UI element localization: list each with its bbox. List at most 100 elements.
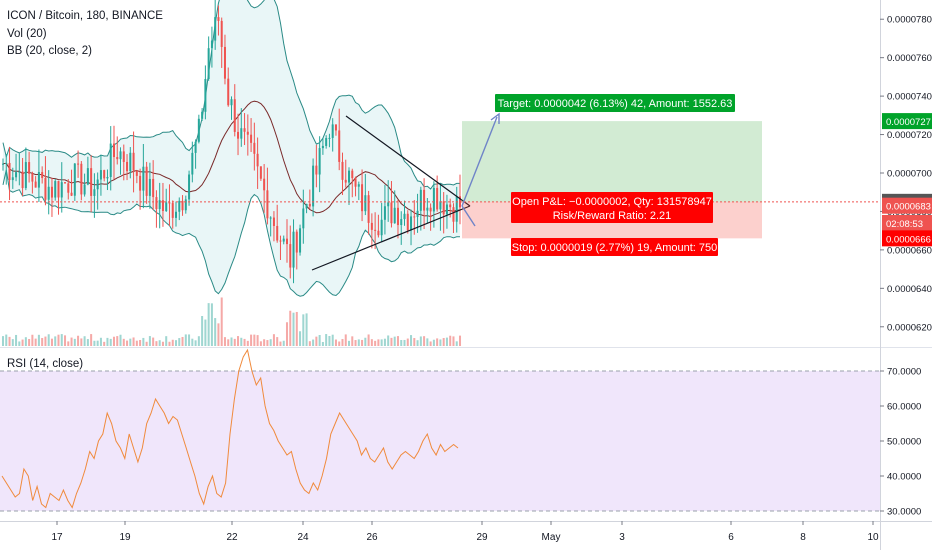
volume-bar [259,341,262,346]
volume-bar [410,335,413,346]
volume-bar [139,339,142,346]
bb-basis-line [2,100,460,218]
candle-body [442,201,445,215]
volume-bar [184,334,187,346]
candle-body [132,152,135,171]
candle-body [90,168,93,196]
candle-body [243,128,246,132]
volume-bar [351,336,354,346]
volume-bar [364,337,367,346]
candle-body [109,143,112,177]
pnl-label-text: Risk/Reward Ratio: 2.21 [553,210,672,222]
vol-indicator-label: Vol (20) [7,28,47,40]
volume-bar [188,334,191,346]
volume-bar [396,336,399,346]
volume-bar [83,336,86,346]
volume-bar [171,339,174,346]
candle-body [344,179,347,183]
candle-body [312,165,315,207]
profit-zone [462,121,762,202]
volume-bar [449,335,452,346]
volume-bar [233,338,236,346]
volume-bar [348,340,351,346]
candle-body [174,211,178,218]
price-tick-label: 0.0000660 [887,245,932,256]
volume-bar [445,337,448,346]
candle-body [240,128,243,139]
candle-body [341,161,344,180]
volume-bar [214,318,217,346]
candle-body [44,177,47,200]
candle-body [253,142,256,154]
candle-body [188,174,191,200]
time-tick-label: 6 [728,532,734,543]
volume-bar [21,339,24,346]
volume-bar [266,340,269,346]
volume-bar [80,338,83,346]
volume-bar [400,339,403,346]
volume-bar [207,303,210,346]
candle-body [318,148,321,175]
volume-bar [15,334,18,346]
volume-bar [263,339,266,346]
volume-bar [361,339,364,346]
candle-body [220,20,223,47]
volume-bar [334,339,337,346]
price-tick-label: 0.0000780 [887,15,932,26]
candle-body [396,207,399,226]
candle-body [406,213,409,231]
volume-bar [148,336,151,346]
volume-bar [122,338,125,346]
pnl-label-text: Open P&L: −0.0000002, Qty: 131578947 [512,196,712,208]
candle-body [83,184,86,195]
volume-bar [165,336,168,346]
candle-body [217,17,220,21]
candle-body [50,186,53,198]
candle-body [263,178,266,191]
volume-bar [429,341,432,346]
projection-arrow-up-head [490,112,500,124]
price-badge-label: 02:08:53 [886,219,923,230]
volume-bar [112,336,115,346]
volume-bar [308,341,311,346]
candle-body [282,238,285,242]
volume-bar [155,341,158,346]
candle-body [15,172,18,178]
volume-bar [383,338,386,346]
price-tick-label: 0.0000720 [887,130,932,141]
time-tick-label: 17 [51,532,63,543]
rsi-tick-label: 60.0000 [887,402,921,413]
candle-body [21,171,24,189]
candle-body [250,134,253,143]
candle-body [364,195,367,212]
price-tick-label: 0.0000740 [887,92,932,103]
volume-bar [442,338,445,346]
volume-bar [174,340,178,346]
candle-body [445,204,448,215]
target-label-box [495,94,735,112]
candle-body [103,170,106,179]
volume-bar [50,338,53,346]
volume-bar [44,336,47,346]
volume-bar [77,335,80,346]
candle-body [357,184,360,187]
candle-body [139,175,142,191]
candle-body [295,231,298,253]
candle-body [361,184,364,212]
rsi-band-fill [0,371,880,511]
candle-body [321,145,324,149]
candle-body [272,217,275,226]
candle-body [28,162,31,174]
candle-body [11,177,14,181]
volume-bar [18,341,21,346]
candle-body [135,170,138,176]
volume-bar [96,340,99,346]
time-tick-label: May [542,532,561,543]
volume-bar [93,340,96,346]
volume-bar [158,340,161,346]
candle-body [334,124,337,131]
candle-body [34,181,37,188]
volume-bar [341,339,344,346]
